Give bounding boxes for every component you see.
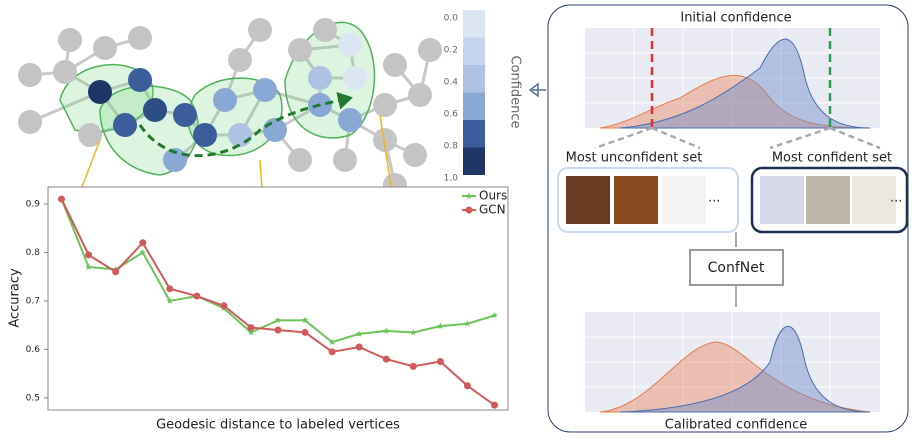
- point: [112, 268, 119, 275]
- point: [166, 285, 173, 292]
- bottom-title: Calibrated confidence: [665, 418, 807, 433]
- colorbar-cell: [463, 10, 485, 38]
- node: [253, 78, 277, 102]
- arrow: [530, 84, 546, 96]
- point: [410, 363, 417, 370]
- node: [373, 93, 397, 117]
- point: [383, 356, 390, 363]
- node: [288, 148, 312, 172]
- y-tick-label: 0.7: [26, 296, 40, 306]
- node: [88, 80, 112, 104]
- point: [193, 293, 200, 300]
- unconfident-label: Most unconfident set: [566, 151, 703, 166]
- legend-label: Ours: [479, 189, 507, 203]
- node: [143, 98, 167, 122]
- point: [302, 329, 309, 336]
- plot-area: [48, 187, 508, 410]
- x-axis-label: Geodesic distance to labeled vertices: [156, 418, 400, 433]
- node: [213, 88, 237, 112]
- point: [491, 402, 498, 409]
- colorbar-label: Confidence: [508, 55, 523, 128]
- ellipsis: ...: [890, 191, 902, 206]
- colorbar-tick: 0.4: [444, 78, 459, 88]
- confident-label: Most confident set: [772, 151, 892, 166]
- node: [338, 108, 362, 132]
- model-label: ConfNet: [708, 260, 765, 276]
- colorbar-tick: 0.0: [444, 14, 459, 24]
- node: [263, 118, 287, 142]
- node: [403, 143, 427, 167]
- node: [18, 110, 42, 134]
- node: [18, 63, 42, 87]
- point: [85, 251, 92, 258]
- colorbar-cell: [463, 93, 485, 121]
- point: [464, 382, 471, 389]
- y-tick-label: 0.8: [26, 248, 41, 258]
- node: [343, 66, 367, 90]
- colorbar-tick: 0.8: [444, 142, 459, 152]
- colorbar-tick: 0.2: [444, 46, 458, 56]
- thumbnail: [614, 176, 658, 224]
- node: [58, 28, 82, 52]
- node: [113, 113, 137, 137]
- pipeline: [558, 28, 907, 412]
- thumbnail: [806, 176, 850, 224]
- colorbar-tick: 1.0: [444, 174, 459, 184]
- node: [338, 33, 362, 57]
- point: [437, 358, 444, 365]
- node: [128, 68, 152, 92]
- colorbar: 0.0 0.2 0.4 0.6 0.8 1.0: [444, 10, 485, 184]
- colorbar-cell: [463, 38, 485, 66]
- node: [228, 48, 252, 72]
- y-tick-label: 0.5: [26, 393, 40, 403]
- node: [313, 18, 337, 42]
- point: [220, 302, 227, 309]
- node: [193, 123, 217, 147]
- legend-marker: [466, 207, 473, 214]
- node: [418, 38, 442, 62]
- colorbar-tick: 0.6: [444, 110, 459, 120]
- ellipsis: ...: [708, 191, 720, 206]
- node: [408, 83, 432, 107]
- point: [139, 239, 146, 246]
- point: [247, 324, 254, 331]
- node: [228, 123, 252, 147]
- colorbar-cell: [463, 65, 485, 93]
- colorbar-cell: [463, 148, 485, 176]
- top-title: Initial confidence: [680, 11, 791, 26]
- thumbnail: [566, 176, 610, 224]
- node: [93, 36, 117, 60]
- node: [248, 18, 272, 42]
- point: [329, 348, 336, 355]
- point: [58, 196, 65, 203]
- thumbnail: [662, 176, 706, 224]
- figure: 0.0 0.2 0.4 0.6 0.8 1.0 Confidence Accuracy G…: [0, 0, 912, 437]
- node: [128, 26, 152, 50]
- colorbar-cell: [463, 120, 485, 148]
- point: [275, 327, 282, 334]
- node: [308, 66, 332, 90]
- node: [173, 103, 197, 127]
- thumbnail: [760, 176, 804, 224]
- y-tick-label: 0.6: [26, 345, 41, 355]
- node: [288, 38, 312, 62]
- y-axis-label: Accuracy: [8, 268, 23, 328]
- node: [383, 53, 407, 77]
- node: [333, 148, 357, 172]
- point: [356, 343, 363, 350]
- legend-label: GCN: [479, 203, 506, 217]
- node: [53, 60, 77, 84]
- y-tick-label: 0.9: [26, 199, 41, 209]
